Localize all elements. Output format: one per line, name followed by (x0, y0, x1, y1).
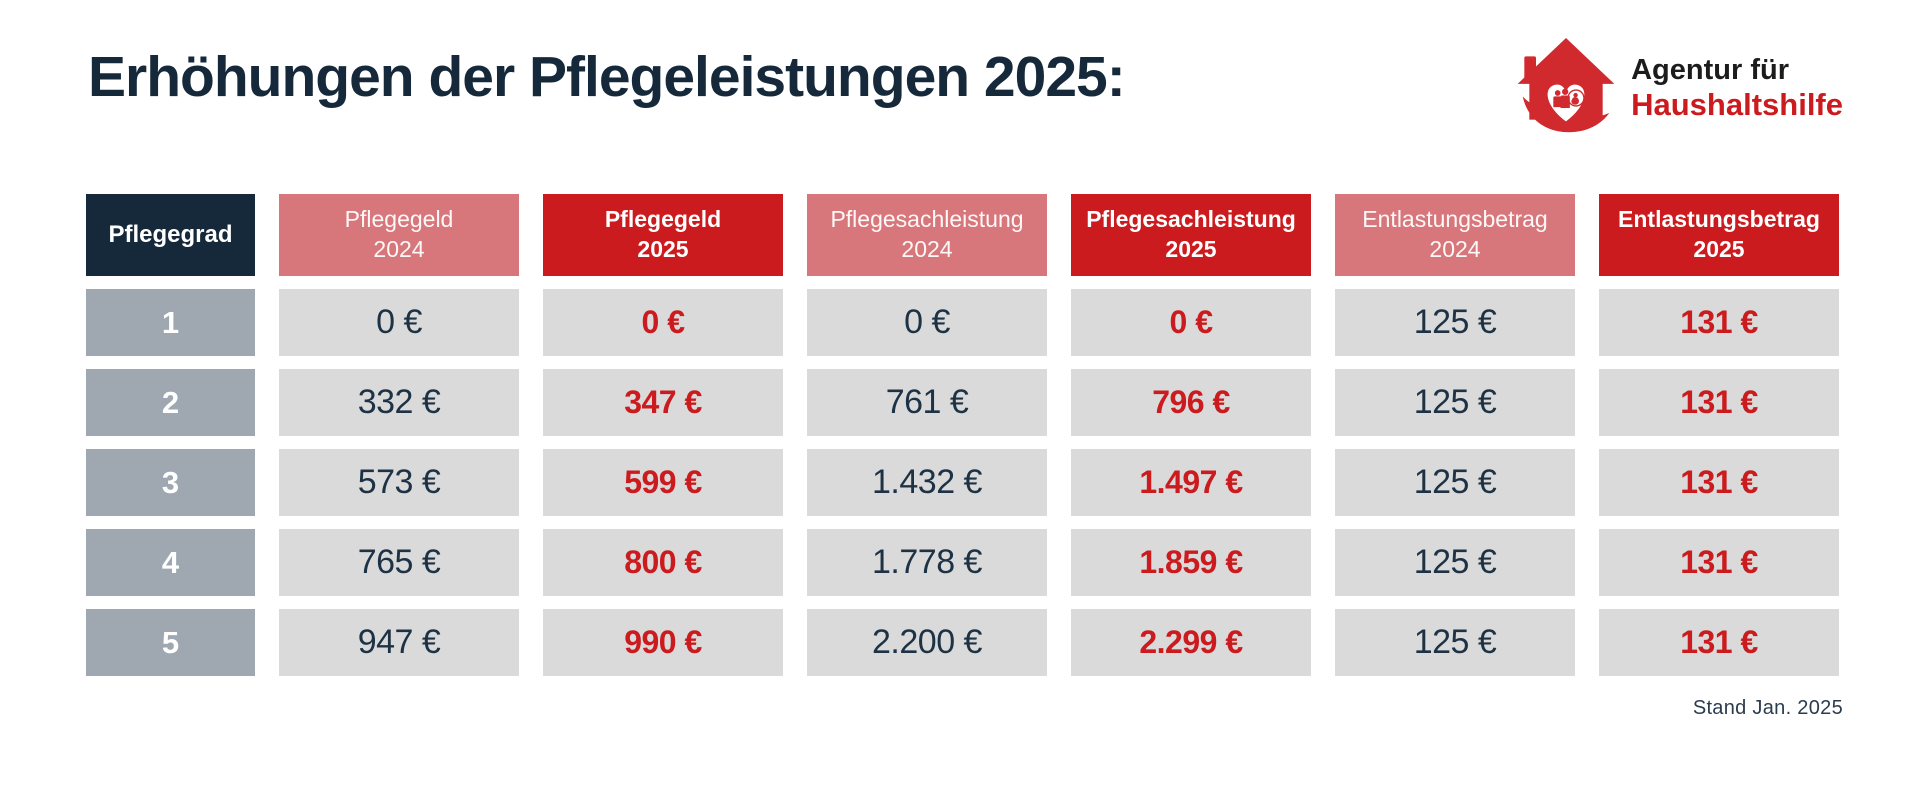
cell-pflegegeld-2024: 573 € (279, 449, 519, 516)
column-header-pflegesachleistung-2025: Pflegesachleistung 2025 (1071, 194, 1311, 276)
column-header-pflegegeld-2024: Pflegegeld 2024 (279, 194, 519, 276)
column-header-entlastungsbetrag-2024: Entlastungsbetrag 2024 (1335, 194, 1575, 276)
column-header-year: 2025 (1165, 236, 1217, 262)
page-title: Erhöhungen der Pflegeleistungen 2025: (88, 45, 1126, 109)
cell-pflegesachleistung-2025: 796 € (1071, 369, 1311, 436)
logo-line1: Agentur für (1631, 53, 1789, 86)
cell-pflegesachleistung-2025: 1.497 € (1071, 449, 1311, 516)
column-header-label: Entlastungsbetrag (1362, 206, 1548, 233)
cell-pflegesachleistung-2024: 1.778 € (807, 529, 1047, 596)
cell-pflegegeld-2025: 800 € (543, 529, 783, 596)
cell-pflegegeld-2025: 0 € (543, 289, 783, 356)
cell-pflegegeld-2025: 347 € (543, 369, 783, 436)
column-header-label: Pflegesachleistung (830, 206, 1024, 233)
cell-pflegesachleistung-2024: 761 € (807, 369, 1047, 436)
column-header-year: 2024 (1429, 236, 1481, 262)
logo-text: Agentur für Haushaltshilfe (1631, 54, 1843, 123)
cell-entlastungsbetrag-2024: 125 € (1335, 289, 1575, 356)
logo-line2: Haushaltshilfe (1631, 86, 1843, 122)
cell-pflegesachleistung-2025: 0 € (1071, 289, 1311, 356)
cell-entlastungsbetrag-2025: 131 € (1599, 289, 1839, 356)
cell-pflegesachleistung-2024: 1.432 € (807, 449, 1047, 516)
column-header-year: 2025 (1693, 236, 1745, 262)
grade-cell: 3 (86, 449, 255, 516)
column-header-label: Pflegegrad (108, 221, 233, 248)
cell-pflegegeld-2025: 990 € (543, 609, 783, 676)
cell-pflegegeld-2024: 765 € (279, 529, 519, 596)
column-header-label: Entlastungsbetrag (1618, 206, 1820, 233)
house-heart-family-hand-icon (1517, 38, 1615, 133)
column-header-year: 2024 (373, 236, 425, 262)
grade-cell: 4 (86, 529, 255, 596)
column-header-label: Pflegegeld (344, 206, 454, 233)
cell-pflegegeld-2024: 0 € (279, 289, 519, 356)
cell-pflegesachleistung-2024: 2.200 € (807, 609, 1047, 676)
footnote: Stand Jan. 2025 (1692, 697, 1843, 719)
cell-entlastungsbetrag-2024: 125 € (1335, 449, 1575, 516)
cell-entlastungsbetrag-2025: 131 € (1599, 609, 1839, 676)
cell-pflegegeld-2024: 332 € (279, 369, 519, 436)
grade-cell: 1 (86, 289, 255, 356)
cell-pflegegeld-2025: 599 € (543, 449, 783, 516)
column-header-label: Pflegesachleistung (1086, 206, 1296, 233)
grade-cell: 5 (86, 609, 255, 676)
cell-pflegesachleistung-2025: 2.299 € (1071, 609, 1311, 676)
cell-entlastungsbetrag-2024: 125 € (1335, 529, 1575, 596)
cell-entlastungsbetrag-2025: 131 € (1599, 369, 1839, 436)
column-header-entlastungsbetrag-2025: Entlastungsbetrag 2025 (1599, 194, 1839, 276)
grade-cell: 2 (86, 369, 255, 436)
column-header-pflegegrad: Pflegegrad (86, 194, 255, 276)
column-header-pflegesachleistung-2024: Pflegesachleistung 2024 (807, 194, 1047, 276)
cell-entlastungsbetrag-2024: 125 € (1335, 609, 1575, 676)
cell-pflegegeld-2024: 947 € (279, 609, 519, 676)
column-header-pflegegeld-2025: Pflegegeld 2025 (543, 194, 783, 276)
column-header-label: Pflegegeld (604, 206, 722, 233)
benefits-table: Pflegegrad Pflegegeld 2024 Pflegegeld 2025… (86, 194, 1839, 676)
column-header-year: 2024 (901, 236, 953, 262)
cell-pflegesachleistung-2025: 1.859 € (1071, 529, 1311, 596)
cell-entlastungsbetrag-2025: 131 € (1599, 529, 1839, 596)
cell-pflegesachleistung-2024: 0 € (807, 289, 1047, 356)
logo: Agentur für Haushaltshilfe (1516, 36, 1843, 140)
column-header-year: 2025 (637, 236, 689, 262)
cell-entlastungsbetrag-2025: 131 € (1599, 449, 1839, 516)
cell-entlastungsbetrag-2024: 125 € (1335, 369, 1575, 436)
